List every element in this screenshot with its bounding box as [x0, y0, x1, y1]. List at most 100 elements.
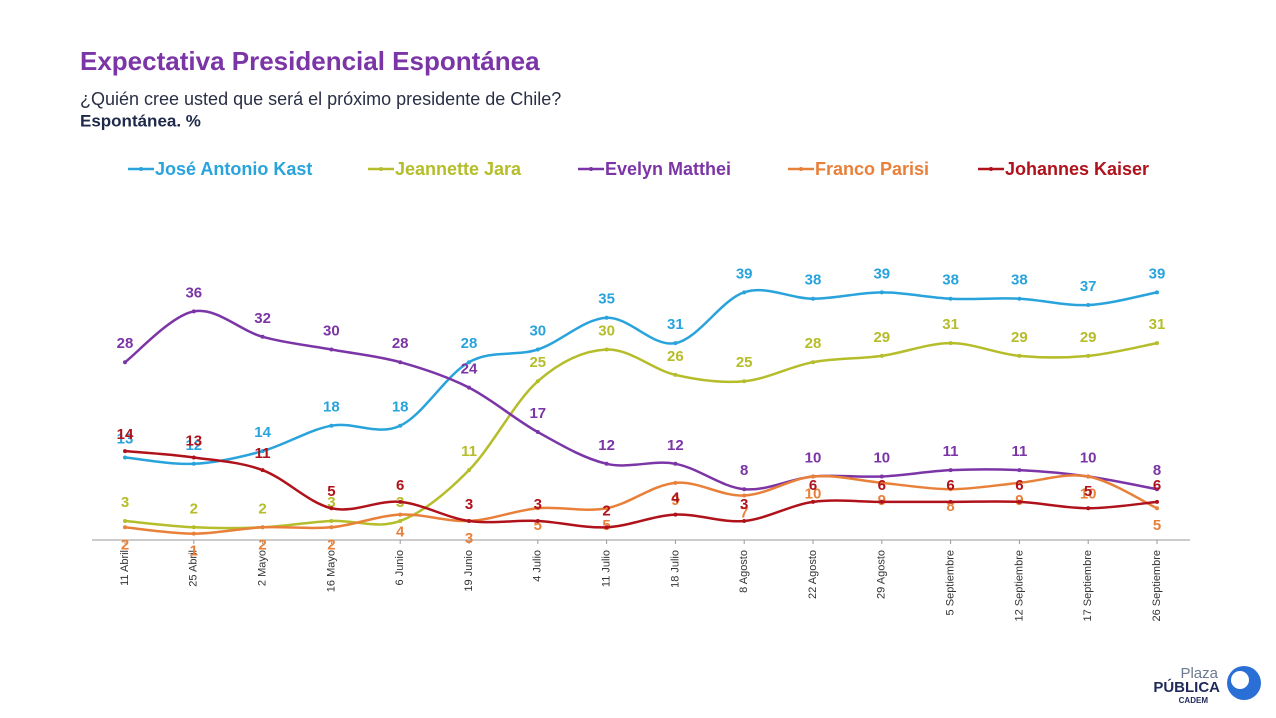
data-label: 10: [805, 449, 822, 466]
legend-swatch: [589, 167, 593, 171]
data-point: [123, 360, 127, 365]
data-point: [329, 423, 334, 428]
data-point: [1155, 506, 1159, 511]
x-tick-label: 2 Mayo: [257, 550, 269, 586]
data-point: [604, 525, 609, 530]
data-point: [260, 468, 265, 473]
series-line: [124, 309, 1158, 491]
x-tick-label: 26 Septiembre: [1151, 550, 1163, 622]
data-point: [1017, 296, 1022, 301]
legend-swatch: [799, 167, 803, 171]
data-label: 30: [598, 322, 615, 339]
data-point: [948, 499, 953, 504]
data-point: [1086, 303, 1091, 308]
chart-note: Espontánea. %: [80, 111, 201, 130]
data-label: 6: [878, 477, 886, 494]
data-label: 12: [185, 437, 202, 454]
data-point: [191, 531, 196, 536]
chart-title: Expectativa Presidencial Espontánea: [80, 46, 540, 76]
data-label: 39: [1149, 265, 1166, 282]
x-tick-label: 18 Julio: [669, 550, 681, 588]
data-point: [329, 525, 334, 530]
data-point: [398, 360, 403, 365]
data-point: [1017, 353, 1022, 358]
x-tick-label: 16 Mayo: [325, 550, 337, 592]
data-point: [329, 347, 334, 352]
data-point: [1017, 480, 1022, 485]
data-point: [604, 347, 609, 352]
data-point: [1155, 290, 1159, 295]
data-label: 3: [327, 494, 335, 511]
data-point: [673, 461, 678, 466]
data-label: 39: [873, 265, 890, 282]
data-label: 9: [671, 492, 679, 509]
data-label: 14: [117, 426, 134, 443]
data-label: 2: [327, 536, 335, 553]
data-point: [742, 487, 747, 492]
data-point: [1086, 506, 1091, 511]
data-point: [535, 518, 540, 523]
x-tick-label: 19 Junio: [463, 550, 475, 592]
data-point: [535, 506, 540, 511]
data-label: 38: [1011, 272, 1028, 289]
data-point: [1086, 353, 1091, 358]
data-point: [1155, 499, 1159, 504]
data-label: 2: [602, 502, 610, 519]
x-tick-label: 29 Agosto: [876, 550, 888, 599]
data-label: 2: [258, 536, 266, 553]
data-label: 38: [942, 272, 959, 289]
x-tick-label: 8 Agosto: [738, 550, 750, 593]
data-point: [879, 499, 884, 504]
data-point: [673, 512, 678, 517]
data-point: [1155, 487, 1159, 492]
data-label: 6: [1153, 477, 1161, 494]
x-tick-label: 11 Abril: [119, 550, 131, 586]
series-line: [124, 449, 1158, 529]
data-point: [604, 461, 609, 466]
data-label: 11: [943, 443, 959, 460]
data-label: 3: [465, 530, 473, 547]
data-label: 28: [461, 335, 478, 352]
data-point: [191, 525, 196, 530]
data-point: [673, 341, 678, 346]
data-point: [191, 461, 196, 466]
data-point: [123, 455, 127, 460]
data-point: [879, 353, 884, 358]
data-label: 29: [1011, 329, 1028, 346]
data-point: [604, 315, 609, 320]
data-label: 29: [1080, 329, 1097, 346]
x-tick-label: 5 Septiembre: [945, 550, 957, 615]
data-label: 31: [942, 316, 959, 333]
logo-text: CADEM: [1179, 696, 1209, 705]
data-label: 6: [396, 477, 404, 494]
data-label: 8: [946, 498, 954, 515]
legend-label: José Antonio Kast: [155, 159, 312, 179]
data-point: [742, 493, 747, 498]
data-label: 28: [392, 335, 409, 352]
data-label: 2: [121, 536, 129, 553]
data-label: 35: [598, 291, 615, 308]
data-point: [811, 499, 815, 504]
logo-text: Plaza: [1180, 665, 1218, 682]
data-label: 10: [1080, 449, 1097, 466]
data-point: [948, 468, 953, 473]
data-label: 39: [736, 265, 753, 282]
data-label: 3: [740, 496, 748, 513]
data-label: 17: [529, 405, 546, 422]
data-point: [879, 480, 884, 485]
data-point: [467, 385, 471, 390]
data-label: 13: [117, 430, 134, 447]
legend-label: Jeannette Jara: [395, 159, 522, 179]
data-point: [879, 474, 884, 479]
data-point: [742, 290, 747, 295]
data-label: 18: [392, 399, 409, 416]
data-point: [260, 449, 265, 454]
data-point: [742, 518, 747, 523]
data-label: 25: [736, 354, 753, 371]
data-label: 30: [529, 322, 546, 339]
data-point: [398, 518, 403, 523]
data-point: [260, 334, 265, 339]
data-point: [467, 360, 471, 365]
x-tick-label: 12 Septiembre: [1013, 550, 1025, 622]
